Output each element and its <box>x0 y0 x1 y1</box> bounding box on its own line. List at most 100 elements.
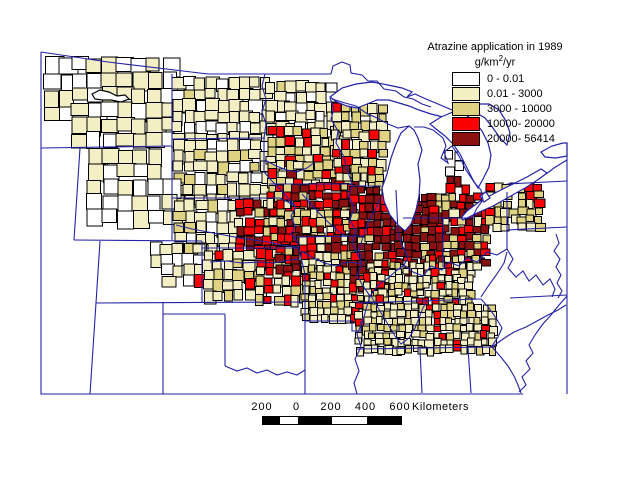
state-boundary-line <box>40 51 331 75</box>
legend-rows: 0 - 0.01 0.01 - 3000 3000 - 10000 10000- 20… <box>452 72 585 147</box>
state-boundary-line <box>553 233 563 299</box>
county-cell <box>341 138 350 150</box>
county-cell <box>314 190 324 199</box>
county-cell <box>395 248 406 258</box>
county-cell <box>396 309 406 318</box>
county-cell <box>340 190 348 200</box>
county-cell <box>525 222 537 232</box>
county-cell <box>43 90 60 109</box>
state-boundary-line <box>353 320 364 395</box>
state-boundary-line <box>172 197 297 208</box>
state-boundary-line <box>305 320 364 332</box>
county-cell <box>87 163 107 182</box>
county-cell <box>410 302 419 310</box>
county-cell <box>321 314 329 324</box>
state-boundaries <box>40 51 568 395</box>
county-cell <box>425 309 433 318</box>
county-cell <box>290 295 299 308</box>
county-cell <box>337 278 345 288</box>
county-cell <box>378 129 391 143</box>
county-cell <box>460 345 468 355</box>
state-boundary-line <box>419 348 423 394</box>
fort-peck-lake <box>91 89 131 103</box>
legend-title: Atrazine application in 1989 <box>427 41 563 53</box>
county-cell <box>222 280 235 291</box>
county-cell <box>194 172 206 186</box>
county-cell <box>193 184 207 197</box>
county-cell <box>227 182 238 198</box>
county-cell <box>249 161 260 172</box>
legend-swatch <box>452 87 480 102</box>
county-cell <box>307 264 315 274</box>
county-cell <box>480 338 488 346</box>
county-cell <box>380 235 392 244</box>
legend-label: 3000 - 10000 <box>487 103 552 116</box>
state-boundary-line <box>331 98 410 129</box>
county-cell <box>405 344 412 354</box>
county-cell <box>404 318 412 325</box>
county-cell <box>416 289 424 297</box>
county-cell <box>204 98 221 112</box>
county-cell <box>222 248 234 262</box>
legend-item: 0 - 0.01 <box>452 72 585 87</box>
county-cell <box>315 111 325 123</box>
county-cell <box>321 170 332 180</box>
river-line <box>358 196 382 260</box>
county-cell <box>467 309 477 318</box>
county-cell <box>375 294 385 304</box>
county-cell <box>372 226 384 237</box>
county-cell <box>145 101 164 119</box>
county-cell <box>381 260 389 268</box>
county-cell <box>223 290 233 302</box>
county-cell <box>182 98 197 113</box>
state-boundary-line <box>480 251 508 298</box>
county-cell <box>115 72 133 87</box>
legend-swatch <box>452 102 480 117</box>
county-cell <box>396 330 405 339</box>
county-cell <box>367 148 378 159</box>
scale-bar: 200 0 200 400 600 Kilometers <box>245 401 505 429</box>
county-cell <box>103 133 118 148</box>
county-cell <box>422 281 430 289</box>
county-cell <box>316 271 325 281</box>
state-boundary-line <box>40 52 523 395</box>
county-cell <box>426 347 435 357</box>
county-cell <box>265 100 279 113</box>
county-cell <box>245 235 256 247</box>
county-cell <box>302 285 310 295</box>
county-cell <box>148 210 165 224</box>
county-cell <box>147 195 161 212</box>
legend-label: 0 - 0.01 <box>487 73 525 86</box>
county-cell <box>192 243 206 254</box>
county-cell <box>394 274 404 284</box>
state-boundary-line <box>491 346 522 394</box>
state-boundary-line <box>356 346 493 350</box>
county-cell <box>292 126 302 137</box>
county-cell <box>444 166 455 177</box>
county-cell <box>315 91 327 104</box>
legend-swatch <box>452 132 480 147</box>
county-cell <box>373 260 383 267</box>
scale-bar-strip <box>262 416 402 425</box>
county-cell <box>133 179 147 197</box>
county-cell <box>171 120 183 132</box>
county-cell <box>206 160 218 173</box>
county-cell <box>349 227 359 236</box>
river-line <box>175 224 297 248</box>
legend-label: 0.01 - 3000 <box>487 88 543 101</box>
state-boundary-line <box>95 301 304 304</box>
county-cell <box>172 265 183 278</box>
county-cell <box>466 262 474 272</box>
county-cell <box>375 316 383 324</box>
county-cell <box>492 222 502 233</box>
county-cell <box>217 210 228 224</box>
county-cell <box>534 198 546 209</box>
county-cell <box>324 216 334 227</box>
county-cell <box>171 243 184 255</box>
county-cell <box>342 129 353 139</box>
rivers <box>175 159 428 345</box>
county-cell <box>480 248 491 257</box>
river-line <box>370 295 428 345</box>
state-boundary-line <box>263 171 297 208</box>
